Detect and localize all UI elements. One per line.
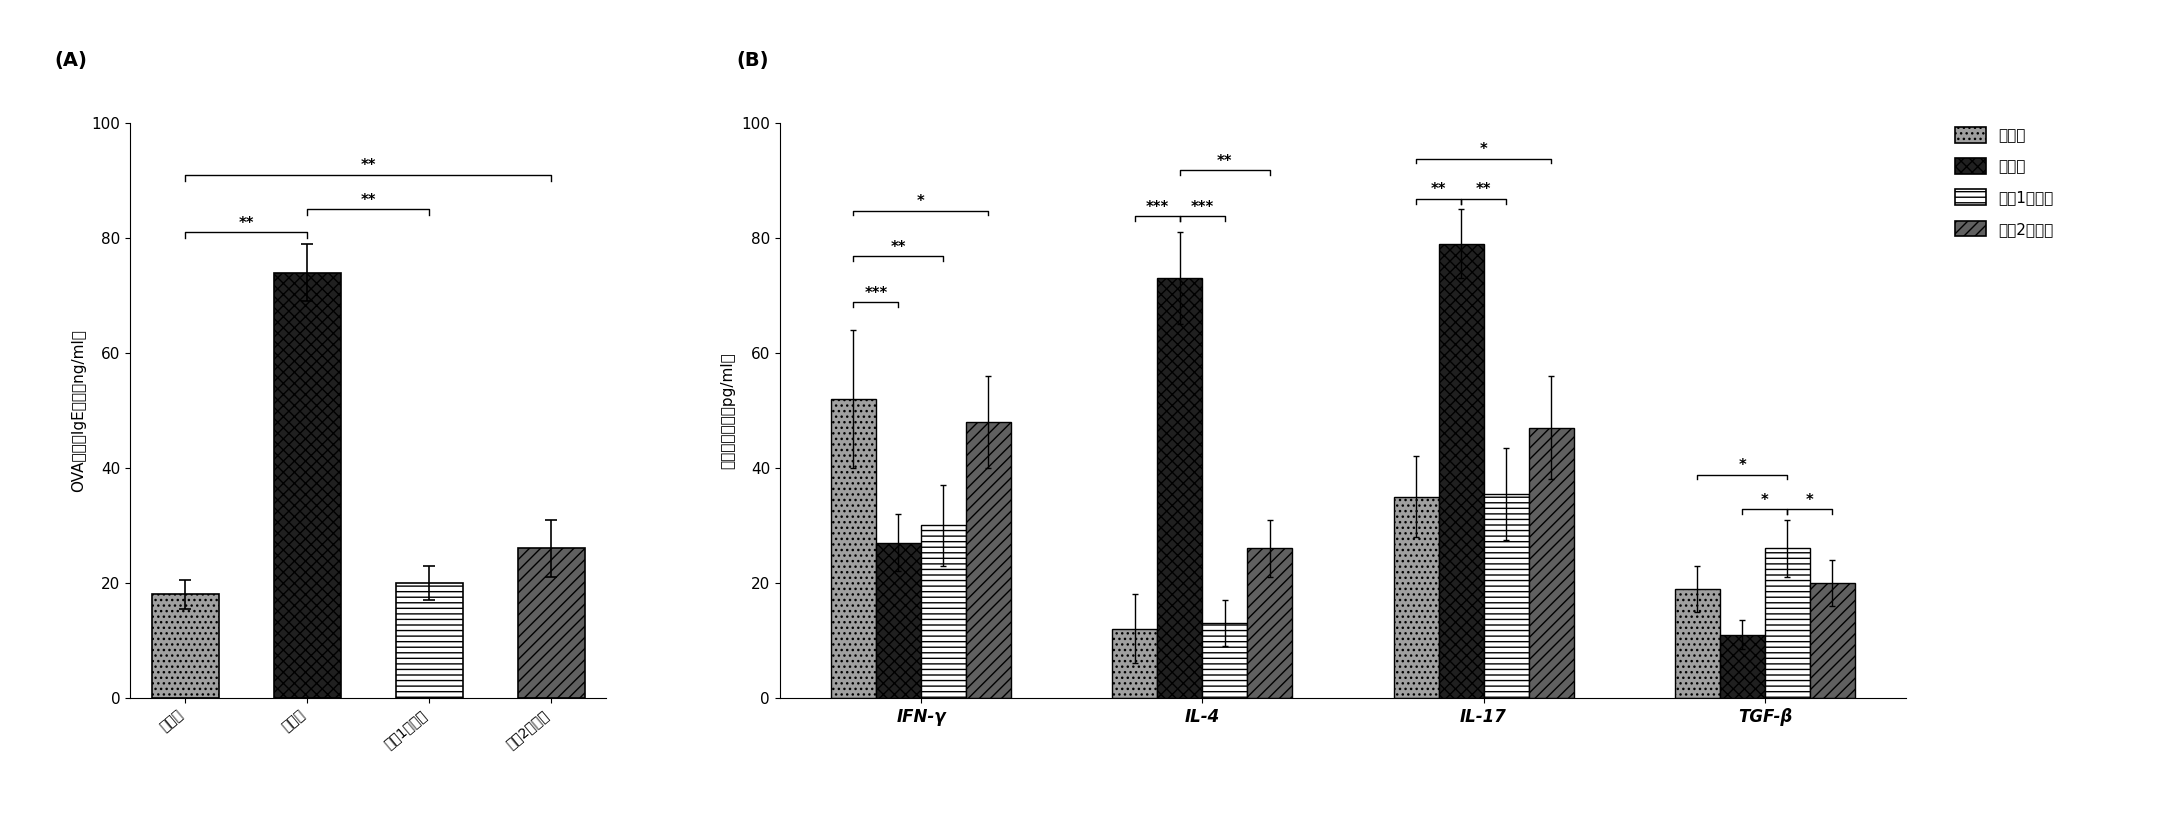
Text: (B): (B) <box>736 51 769 70</box>
Y-axis label: 细胞因子含量（pg/ml）: 细胞因子含量（pg/ml） <box>721 352 736 469</box>
Text: ***: *** <box>1146 200 1170 214</box>
Bar <box>1202 623 1248 698</box>
Bar <box>1393 497 1438 698</box>
Text: (A): (A) <box>54 51 87 70</box>
Text: **: ** <box>1217 154 1232 168</box>
Text: **: ** <box>1475 182 1492 197</box>
Bar <box>1720 635 1765 698</box>
Text: *: * <box>1739 458 1746 473</box>
Bar <box>396 583 464 698</box>
Text: **: ** <box>238 216 253 231</box>
Bar <box>921 525 966 698</box>
Bar <box>966 422 1012 698</box>
Text: *: * <box>1761 493 1770 507</box>
Bar <box>1484 494 1529 698</box>
Text: **: ** <box>360 158 377 173</box>
Y-axis label: OVA特异性IgE抗体（ng/ml）: OVA特异性IgE抗体（ng/ml） <box>71 329 87 492</box>
Bar <box>1157 278 1202 698</box>
Bar <box>832 399 875 698</box>
Bar <box>518 548 585 698</box>
Legend: 空白组, 模型组, 药物1治疗组, 药物2治疗组: 空白组, 模型组, 药物1治疗组, 药物2治疗组 <box>1947 119 2060 245</box>
Text: ***: *** <box>1191 200 1213 214</box>
Bar <box>875 543 921 698</box>
Bar <box>1674 589 1720 698</box>
Text: *: * <box>1806 493 1813 507</box>
Text: **: ** <box>1432 182 1447 197</box>
Text: ***: *** <box>864 286 888 300</box>
Bar <box>1113 629 1157 698</box>
Bar <box>1811 583 1854 698</box>
Bar <box>152 594 219 698</box>
Bar <box>1248 548 1293 698</box>
Bar <box>273 273 340 698</box>
Bar <box>1529 428 1573 698</box>
Bar <box>1438 244 1484 698</box>
Text: **: ** <box>890 240 905 255</box>
Text: *: * <box>916 194 925 209</box>
Text: **: ** <box>360 193 377 208</box>
Text: *: * <box>1479 142 1488 157</box>
Bar <box>1765 548 1811 698</box>
